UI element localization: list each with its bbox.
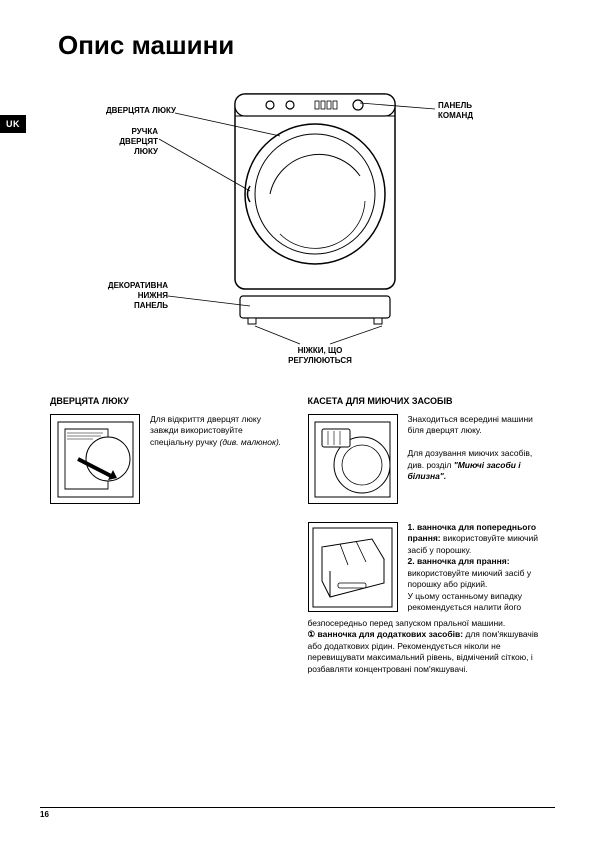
washing-machine-illustration [220, 86, 410, 326]
c3: У цьому останньому випадку рекомендуєтьс… [408, 591, 523, 612]
left-column: ДВЕРЦЯТА ЛЮКУ [50, 396, 288, 675]
c2-bold: 2. ванночка для прання: [408, 556, 510, 566]
detergent-inside-thumb [308, 414, 398, 504]
page-title: Опис машини [58, 30, 555, 61]
detergent-drawer-thumb [308, 522, 398, 612]
label-kickpanel: ДЕКОРАТИВНА НИЖНЯ ПАНЕЛЬ [90, 281, 168, 311]
footer: 16 [40, 807, 555, 819]
c5-bold: ① ванночка для додаткових засобів: [308, 629, 464, 639]
label-handle: РУЧКА ДВЕРЦЯТ ЛЮКУ [100, 127, 158, 157]
detergent-compartments-block: 1. ванночка для попереднього прання: вик… [308, 522, 546, 614]
page-number: 16 [40, 810, 555, 819]
detergent-location-block: Знаходиться всередині машини біля дверця… [308, 414, 546, 504]
c2-plain: використовуйте миючий засіб у порошку аб… [408, 568, 532, 589]
compartments-text: 1. ванночка для попереднього прання: вик… [408, 522, 546, 614]
main-diagram: ДВЕРЦЯТА ЛЮКУ РУЧКА ДВЕРЦЯТ ЛЮКУ ПАНЕЛЬ … [40, 81, 555, 381]
right-column: КАСЕТА ДЛЯ МИЮЧИХ ЗАСОБІВ Зна [308, 396, 546, 675]
label-door: ДВЕРЦЯТА ЛЮКУ [88, 106, 176, 116]
content-columns: ДВЕРЦЯТА ЛЮКУ [40, 396, 555, 675]
left-heading: ДВЕРЦЯТА ЛЮКУ [50, 396, 288, 406]
c4: безпосередньо перед запуском пральної ма… [308, 618, 506, 628]
det-line1: Знаходиться всередині машини біля дверця… [408, 414, 533, 435]
language-tab: UK [0, 115, 26, 133]
label-feet: НІЖКИ, ЩО РЕГУЛЮЮТЬСЯ [265, 346, 375, 366]
door-block: Для відкриття дверцят люку завжди викори… [50, 414, 288, 504]
door-text-italic: (див. малюнок). [220, 437, 282, 447]
label-panel: ПАНЕЛЬ КОМАНД [438, 101, 508, 121]
detergent-location-text: Знаходиться всередині машини біля дверця… [408, 414, 546, 504]
compartments-continuation: безпосередньо перед запуском пральної ма… [308, 618, 546, 675]
right-heading: КАСЕТА ДЛЯ МИЮЧИХ ЗАСОБІВ [308, 396, 546, 406]
door-open-thumb [50, 414, 140, 504]
door-text: Для відкриття дверцят люку завжди викори… [150, 414, 288, 504]
